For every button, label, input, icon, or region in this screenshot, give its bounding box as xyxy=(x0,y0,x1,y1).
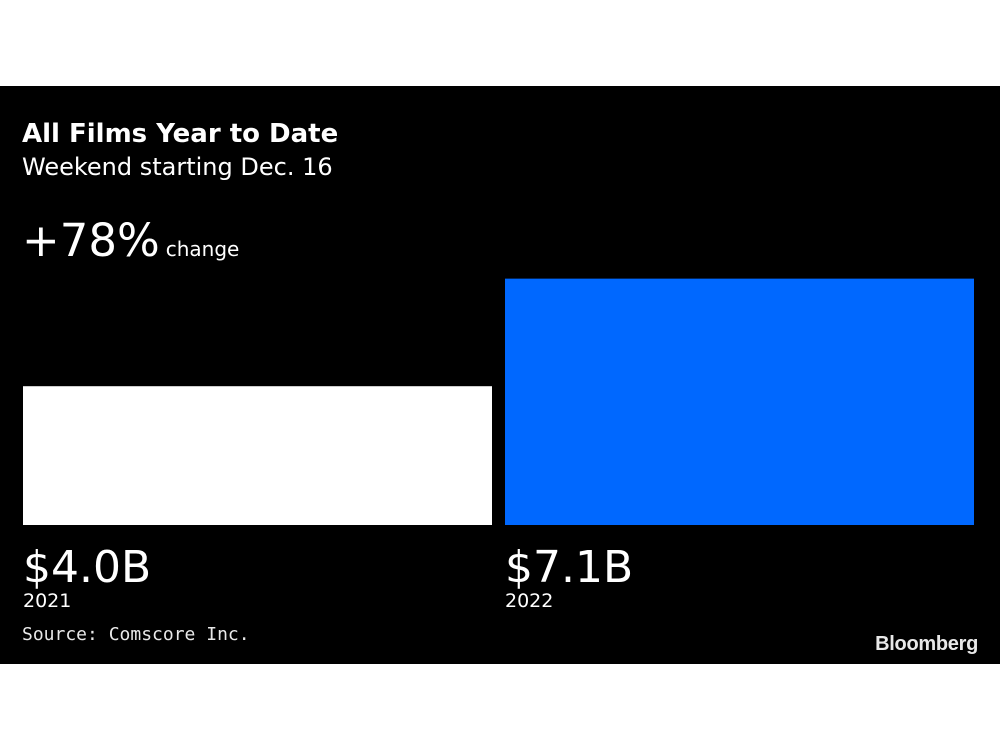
change-value: +78% xyxy=(22,214,160,267)
category-label-2022: 2022 xyxy=(505,590,553,612)
chart-title: All Films Year to Date xyxy=(22,119,339,149)
category-label-2021: 2021 xyxy=(23,590,71,612)
bloomberg-logo: Bloomberg xyxy=(875,633,978,655)
chart-subtitle: Weekend starting Dec. 16 xyxy=(22,153,333,181)
bar-2021 xyxy=(23,386,492,525)
value-label-2021: $4.0B xyxy=(23,542,151,593)
bar-2022 xyxy=(505,278,974,525)
source-note: Source: Comscore Inc. xyxy=(22,624,250,645)
chart-panel: All Films Year to Date Weekend starting … xyxy=(0,86,1000,664)
change-callout: +78% change xyxy=(22,216,239,266)
value-label-2022: $7.1B xyxy=(505,542,633,593)
change-label: change xyxy=(165,237,240,261)
